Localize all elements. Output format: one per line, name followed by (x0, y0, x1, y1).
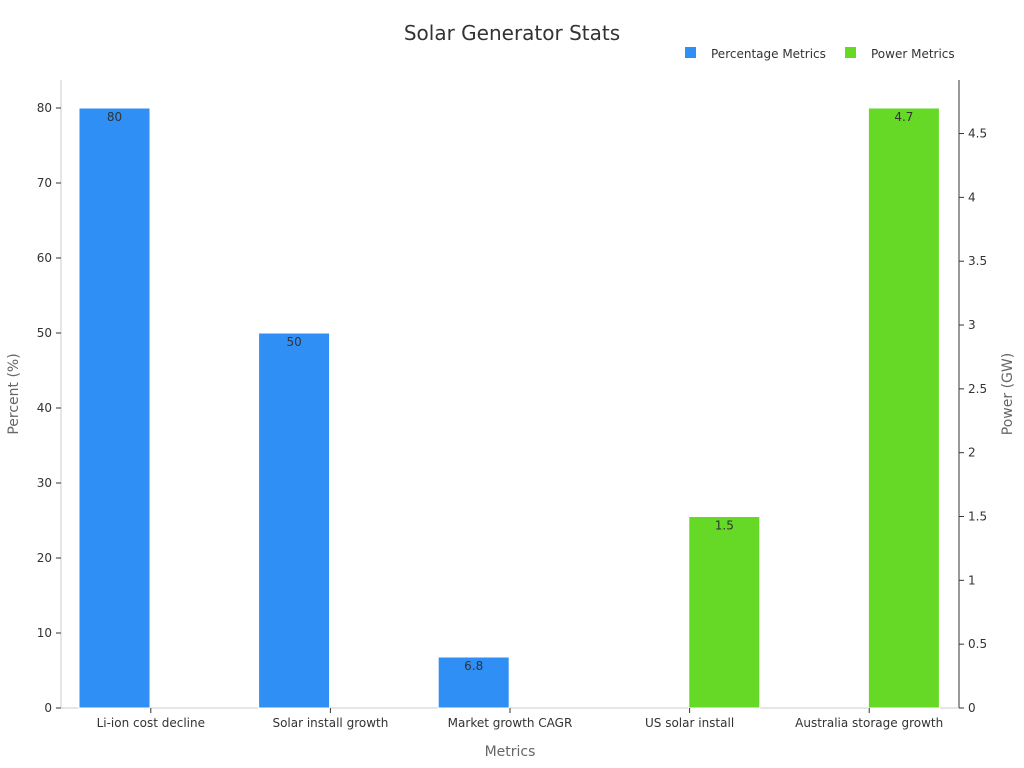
bar-percentage (78, 107, 151, 709)
y-right-tick-label: 0 (968, 701, 976, 715)
bar-data-label: 1.5 (715, 519, 734, 533)
bar-data-label: 50 (286, 335, 301, 349)
y-right-tick-label: 3 (968, 318, 976, 332)
bar-data-label: 80 (107, 110, 122, 124)
bar-data-label: 6.8 (464, 659, 483, 673)
bar-percentage (258, 332, 331, 709)
x-category-label: US solar install (645, 716, 734, 730)
y-right-tick-label: 4.5 (968, 127, 987, 141)
legend-label-power: Power Metrics (871, 47, 955, 61)
x-category-label: Solar install growth (272, 716, 388, 730)
y-axis-left-ticks: 0 10 20 30 40 50 60 70 80 (37, 101, 61, 715)
y-left-tick-label: 70 (37, 176, 52, 190)
y-right-tick-label: 0.5 (968, 637, 987, 651)
legend-swatch-power (845, 47, 856, 58)
bar-percentage (437, 656, 510, 709)
y-left-tick-label: 20 (37, 551, 52, 565)
x-axis-label: Metrics (485, 744, 536, 760)
y-left-tick-label: 80 (37, 101, 52, 115)
y-axis-right-label: Power (GW) (1000, 353, 1016, 435)
y-axis-right-ticks: 0 0.5 1 1.5 2 2.5 3 3.5 4 4.5 (959, 127, 987, 715)
legend-swatch-percentage (685, 47, 696, 58)
x-category-label: Market growth CAGR (448, 716, 573, 730)
y-right-tick-label: 2.5 (968, 382, 987, 396)
y-right-tick-label: 3.5 (968, 254, 987, 268)
y-right-tick-label: 2 (968, 446, 976, 460)
y-left-tick-label: 10 (37, 626, 52, 640)
y-left-tick-label: 30 (37, 476, 52, 490)
x-category-label: Li-ion cost decline (97, 716, 205, 730)
y-left-tick-label: 40 (37, 401, 52, 415)
bars: 80 50 6.8 1.5 4.7 (78, 107, 940, 709)
category-labels: Li-ion cost decline Solar install growth M… (97, 708, 943, 730)
chart-title: Solar Generator Stats (404, 21, 620, 45)
bar-power (688, 516, 761, 709)
y-left-tick-label: 0 (44, 701, 52, 715)
y-axis-left-label: Percent (%) (6, 353, 22, 434)
y-left-tick-label: 50 (37, 326, 52, 340)
y-left-tick-label: 60 (37, 251, 52, 265)
legend-label-percentage: Percentage Metrics (711, 47, 826, 61)
bar-power (867, 107, 940, 709)
y-right-tick-label: 1 (968, 573, 976, 587)
y-right-tick-label: 4 (968, 190, 976, 204)
y-right-tick-label: 1.5 (968, 510, 987, 524)
bar-data-label: 4.7 (894, 110, 913, 124)
legend: Percentage Metrics Power Metrics (685, 47, 955, 61)
x-category-label: Australia storage growth (795, 716, 943, 730)
